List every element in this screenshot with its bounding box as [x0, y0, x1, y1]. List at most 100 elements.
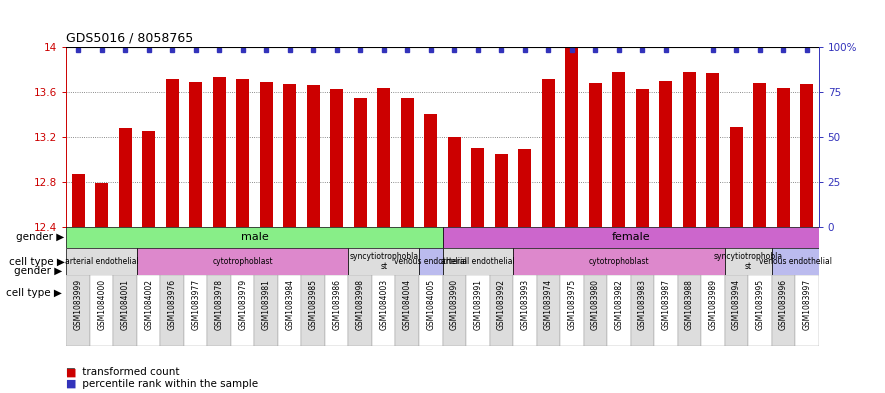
Bar: [495, 154, 508, 227]
Text: arterial endothelial: arterial endothelial: [65, 257, 139, 266]
Bar: [137, 248, 349, 275]
Bar: [630, 275, 654, 346]
Bar: [119, 128, 132, 227]
Bar: [466, 275, 489, 346]
Text: GSM1083989: GSM1083989: [708, 279, 718, 330]
Bar: [635, 89, 649, 227]
Bar: [419, 248, 442, 275]
Bar: [137, 275, 160, 346]
Bar: [753, 83, 766, 227]
Bar: [654, 275, 678, 346]
Bar: [730, 127, 743, 227]
Bar: [448, 137, 461, 227]
Bar: [536, 275, 560, 346]
Bar: [725, 248, 772, 275]
Bar: [424, 114, 437, 227]
Bar: [401, 97, 413, 227]
Bar: [283, 84, 296, 227]
Bar: [725, 275, 748, 346]
Text: GSM1083986: GSM1083986: [332, 279, 342, 330]
Text: syncytiotrophobla
st: syncytiotrophobla st: [713, 252, 782, 271]
Bar: [659, 81, 673, 227]
Bar: [419, 275, 442, 346]
Text: GSM1083993: GSM1083993: [520, 279, 529, 330]
Text: GSM1083980: GSM1083980: [591, 279, 600, 330]
Text: cytotrophoblast: cytotrophoblast: [212, 257, 273, 266]
Text: GSM1083978: GSM1083978: [215, 279, 224, 330]
Text: GSM1083992: GSM1083992: [496, 279, 505, 330]
Bar: [330, 89, 343, 227]
Bar: [706, 73, 720, 227]
Bar: [160, 275, 184, 346]
Bar: [489, 275, 513, 346]
Bar: [72, 174, 85, 227]
Bar: [748, 275, 772, 346]
Bar: [349, 275, 372, 346]
Bar: [236, 79, 250, 227]
Text: GSM1083979: GSM1083979: [238, 279, 247, 330]
Text: cell type ▶: cell type ▶: [6, 288, 62, 298]
Text: gender ▶: gender ▶: [16, 232, 65, 242]
Text: GSM1083974: GSM1083974: [543, 279, 553, 330]
Text: GSM1084004: GSM1084004: [403, 279, 412, 330]
Bar: [678, 275, 701, 346]
Text: GSM1083975: GSM1083975: [567, 279, 576, 330]
Text: GSM1083985: GSM1083985: [309, 279, 318, 330]
Bar: [777, 88, 789, 227]
Bar: [307, 85, 319, 227]
Bar: [772, 275, 795, 346]
Text: venous endothelial: venous endothelial: [394, 257, 467, 266]
Text: GSM1084000: GSM1084000: [97, 279, 106, 330]
Text: GSM1084005: GSM1084005: [427, 279, 435, 330]
Bar: [795, 275, 819, 346]
Text: GSM1083991: GSM1083991: [473, 279, 482, 330]
Bar: [212, 77, 226, 227]
Text: female: female: [612, 232, 650, 242]
Bar: [519, 149, 531, 227]
Bar: [472, 148, 484, 227]
Bar: [90, 275, 113, 346]
Text: GSM1083977: GSM1083977: [191, 279, 200, 330]
Bar: [96, 183, 108, 227]
Bar: [442, 227, 819, 248]
Bar: [442, 275, 466, 346]
Text: arterial endothelial: arterial endothelial: [441, 257, 515, 266]
Bar: [231, 275, 255, 346]
Text: GSM1084001: GSM1084001: [120, 279, 129, 330]
Text: GSM1083997: GSM1083997: [803, 279, 812, 330]
Text: GSM1083988: GSM1083988: [685, 279, 694, 329]
Text: GSM1083995: GSM1083995: [756, 279, 765, 330]
Text: cell type ▶: cell type ▶: [9, 257, 65, 266]
Bar: [372, 275, 396, 346]
Bar: [607, 275, 630, 346]
Bar: [683, 72, 696, 227]
Bar: [349, 248, 419, 275]
Bar: [142, 131, 155, 227]
Text: syncytiotrophobla
st: syncytiotrophobla st: [350, 252, 419, 271]
Bar: [66, 227, 442, 248]
Text: GSM1084002: GSM1084002: [144, 279, 153, 330]
Text: GDS5016 / 8058765: GDS5016 / 8058765: [66, 31, 194, 44]
Bar: [66, 248, 137, 275]
Text: GSM1083982: GSM1083982: [614, 279, 623, 329]
Text: GSM1083976: GSM1083976: [167, 279, 177, 330]
Bar: [442, 248, 513, 275]
Bar: [184, 275, 207, 346]
Bar: [189, 82, 202, 227]
Bar: [566, 48, 578, 227]
Bar: [589, 83, 602, 227]
Bar: [542, 79, 555, 227]
Bar: [772, 248, 819, 275]
Bar: [165, 79, 179, 227]
Bar: [583, 275, 607, 346]
Text: cytotrophoblast: cytotrophoblast: [589, 257, 649, 266]
Text: GSM1083981: GSM1083981: [262, 279, 271, 329]
Bar: [325, 275, 349, 346]
Bar: [302, 275, 325, 346]
Bar: [278, 275, 302, 346]
Text: venous endothelial: venous endothelial: [758, 257, 832, 266]
Bar: [354, 97, 366, 227]
Bar: [66, 275, 90, 346]
Bar: [560, 275, 583, 346]
Bar: [396, 275, 419, 346]
